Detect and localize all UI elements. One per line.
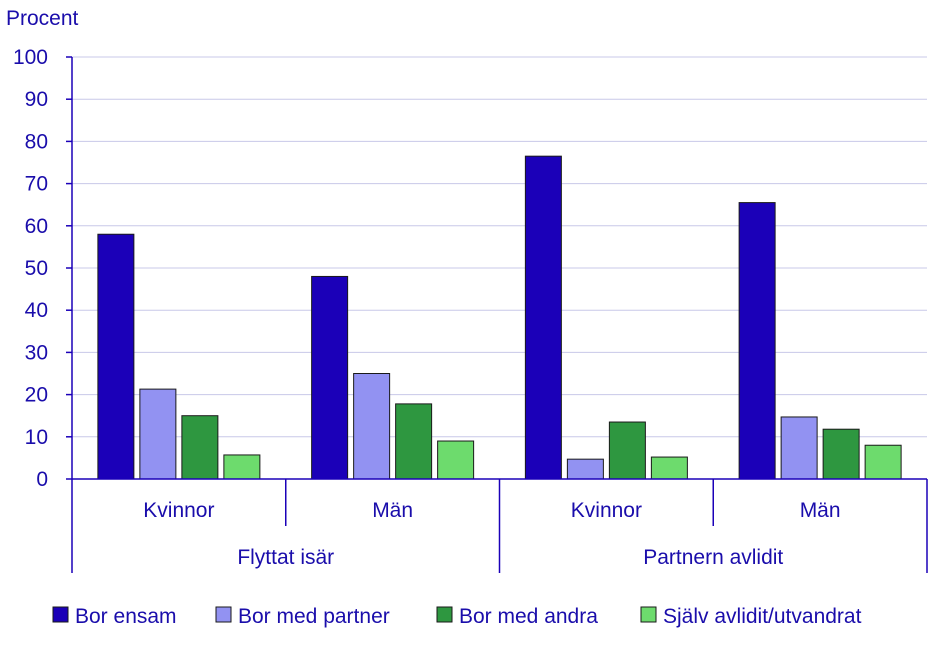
legend-swatch <box>52 606 69 623</box>
bar-bor-med-andra <box>395 403 433 480</box>
bar-bor-med-partner <box>139 388 177 480</box>
y-axis-ticks: 0 10 20 30 40 50 60 70 80 90 100 <box>13 46 72 491</box>
gridlines <box>72 56 927 438</box>
legend-label: Bor ensam <box>75 605 177 628</box>
legend-label: Bor med partner <box>238 605 390 628</box>
bar-bor-med-andra <box>608 421 646 480</box>
bar-bor-ensam <box>311 275 349 480</box>
y-tick-label: 90 <box>25 88 48 111</box>
legend-swatch <box>215 606 232 623</box>
y-tick-label: 80 <box>25 130 48 153</box>
category-label: Män <box>800 499 841 522</box>
bar-bor-ensam <box>524 155 562 480</box>
bar-sj-lv-avlidit-utvandrat <box>864 444 902 480</box>
y-tick-label: 0 <box>36 468 48 491</box>
legend-label: Själv avlidit/utvandrat <box>663 605 862 628</box>
group-label: Partnern avlidit <box>643 546 783 569</box>
legend: Bor ensam Bor med partner Bor med andra Sjä… <box>52 605 862 628</box>
legend-swatch <box>436 606 453 623</box>
y-axis-label: Procent <box>6 7 79 30</box>
bar-bor-ensam <box>97 233 135 480</box>
y-tick-label: 50 <box>25 257 48 280</box>
y-tick-label: 20 <box>25 384 48 407</box>
y-tick-label: 70 <box>25 173 48 196</box>
bar-bor-med-partner <box>566 458 604 480</box>
bar-sj-lv-avlidit-utvandrat <box>437 440 475 480</box>
bar-bor-med-andra <box>181 415 219 480</box>
category-label: Kvinnor <box>571 499 642 522</box>
axes <box>71 57 928 573</box>
y-tick-label: 40 <box>25 299 48 322</box>
group-labels: Flyttat isär Partnern avlidit <box>237 546 783 569</box>
bar-sj-lv-avlidit-utvandrat <box>223 454 261 480</box>
bar-bor-med-andra <box>822 428 860 480</box>
y-tick-label: 100 <box>13 46 48 69</box>
category-labels: Kvinnor Män Kvinnor Män <box>143 499 840 522</box>
bar-bor-med-partner <box>353 373 391 480</box>
legend-swatch <box>640 606 657 623</box>
y-tick-label: 10 <box>25 426 48 449</box>
bar-bor-med-partner <box>780 416 818 480</box>
y-tick-label: 60 <box>25 215 48 238</box>
category-label: Kvinnor <box>143 499 214 522</box>
bar-bor-ensam <box>738 202 776 480</box>
legend-label: Bor med andra <box>459 605 598 628</box>
y-tick-label: 30 <box>25 341 48 364</box>
category-label: Män <box>372 499 413 522</box>
bar-sj-lv-avlidit-utvandrat <box>650 456 688 480</box>
bars <box>97 155 902 480</box>
group-label: Flyttat isär <box>237 546 334 569</box>
